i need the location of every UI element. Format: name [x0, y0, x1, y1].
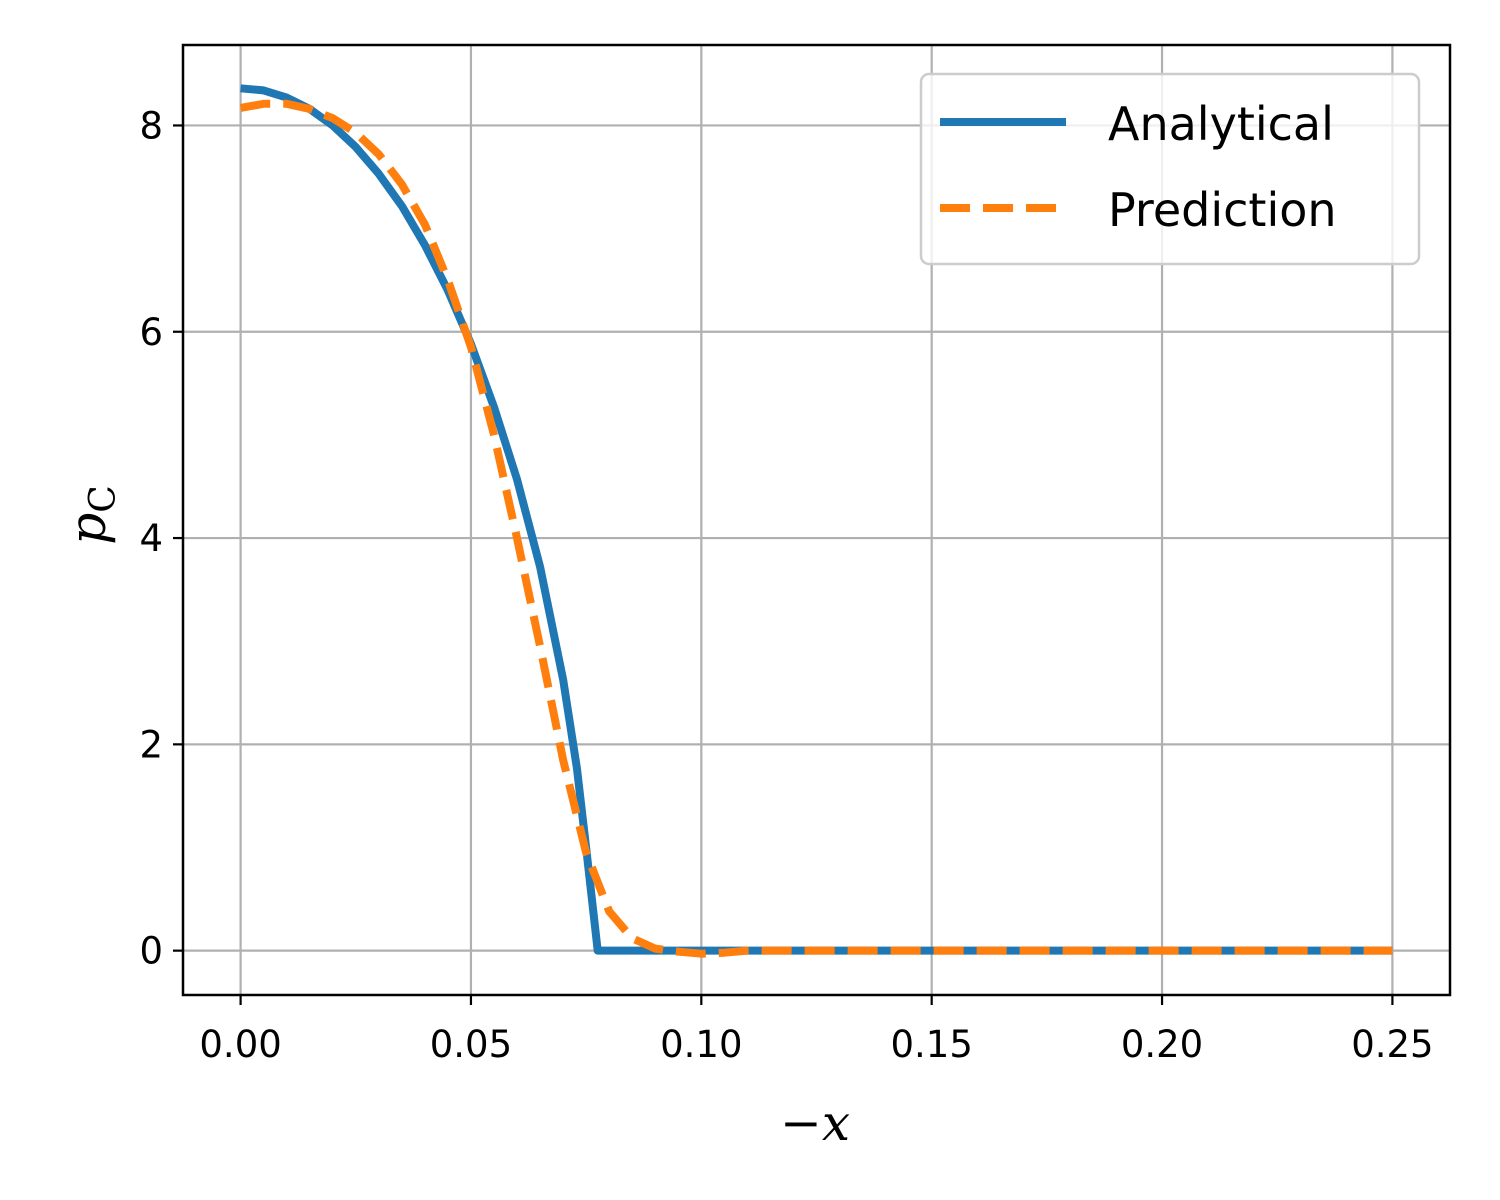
x-tick-label: 0.05 — [430, 1023, 512, 1066]
series-line-prediction — [239, 99, 1393, 958]
y-tick-label: 2 — [139, 723, 163, 766]
x-tick-label: 0.10 — [660, 1023, 742, 1066]
svg-text:pC: pC — [59, 485, 124, 545]
x-tick-label: 0.25 — [1351, 1023, 1433, 1066]
x-tick-label: 0.20 — [1121, 1023, 1203, 1066]
y-tick-label: 4 — [139, 517, 163, 560]
plot-frame — [181, 43, 1452, 997]
y-tick-label: 0 — [139, 930, 163, 973]
tick-marks: 0.00 0.05 0.10 0.15 0.20 0.25 0 2 4 6 8 — [139, 104, 1433, 1066]
y-axis-label: p — [59, 513, 117, 545]
legend-label-prediction: Prediction — [1108, 183, 1337, 237]
x-tick-label: 0.00 — [199, 1023, 281, 1066]
series-lines — [239, 84, 1393, 958]
legend-label-analytical: Analytical — [1108, 97, 1334, 151]
series-line-analytical — [240, 84, 1393, 955]
y-tick-label: 6 — [139, 311, 163, 354]
legend: Analytical Prediction — [919, 72, 1421, 266]
y-axis-label-group: pC — [59, 485, 124, 545]
y-tick-label: 8 — [139, 104, 163, 147]
x-tick-label: 0.15 — [890, 1023, 972, 1066]
x-axis-label: −x — [780, 1094, 850, 1152]
y-axis-label-subscript: C — [83, 485, 124, 513]
